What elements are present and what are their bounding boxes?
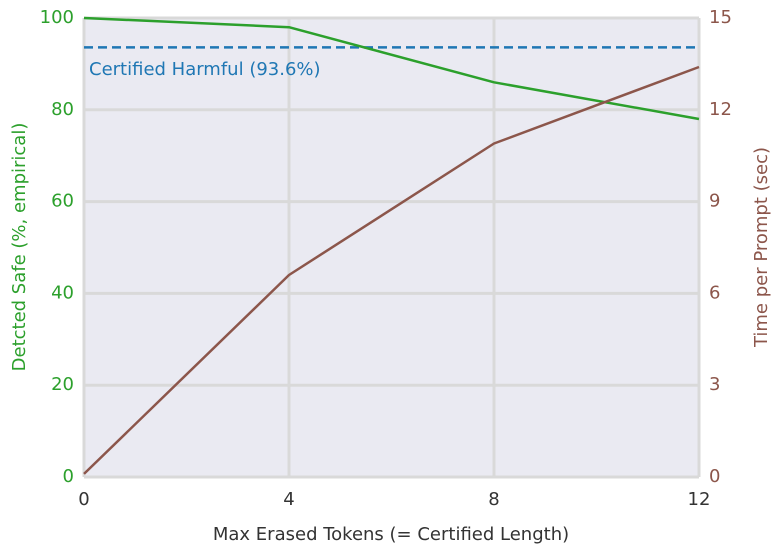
- y-left-tick-label: 100: [40, 7, 74, 28]
- series-line-time: [83, 65, 700, 475]
- x-tick-label: 0: [78, 489, 89, 510]
- y-right-tick-label: 12: [709, 99, 732, 120]
- grid: [82, 16, 701, 479]
- x-tick-label: 8: [488, 489, 499, 510]
- plot-background: [84, 18, 699, 477]
- reference-line-label: Certified Harmful (93.6%): [89, 59, 321, 80]
- y-right-tick-label: 3: [709, 374, 720, 395]
- x-axis-title: Max Erased Tokens (= Certified Length): [213, 524, 569, 545]
- series-line-detected-safe: [83, 16, 700, 121]
- y-left-tick-label: 60: [51, 191, 74, 212]
- y-left-tick-label: 80: [51, 99, 74, 120]
- y-right-tick-label: 0: [709, 466, 720, 487]
- y-right-tick-label: 15: [709, 7, 732, 28]
- x-tick-label: 4: [283, 489, 294, 510]
- y-right-tick-label: 9: [709, 191, 720, 212]
- series-layer: [83, 16, 700, 475]
- y-axis-left-title: Detcted Safe (%, empirical): [9, 123, 30, 372]
- ticks: 0 20 40 60 80 100 0 3 6 9 12 15 0 4 8 12: [40, 7, 732, 510]
- y-left-tick-label: 0: [63, 466, 74, 487]
- x-tick-label: 12: [688, 489, 711, 510]
- y-right-tick-label: 6: [709, 282, 720, 303]
- y-left-tick-label: 20: [51, 374, 74, 395]
- y-left-tick-label: 40: [51, 282, 74, 303]
- y-axis-right-title: Time per Prompt (sec): [751, 147, 772, 348]
